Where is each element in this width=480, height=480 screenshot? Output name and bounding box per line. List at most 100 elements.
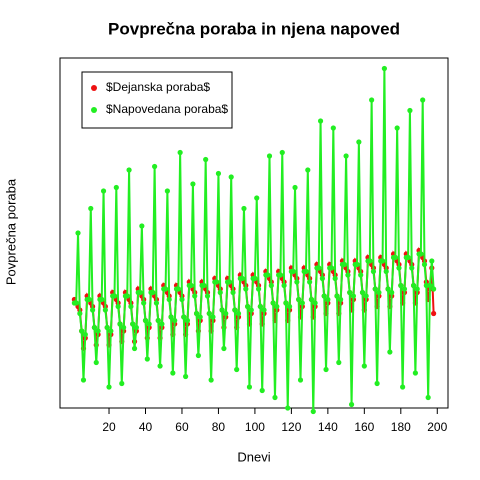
data-point — [407, 107, 413, 114]
data-point — [183, 373, 189, 380]
data-point — [401, 286, 408, 292]
data-point — [100, 188, 107, 194]
data-point — [427, 282, 433, 289]
data-point — [221, 345, 227, 352]
data-point — [348, 401, 355, 408]
data-point — [162, 286, 169, 292]
data-point — [332, 275, 338, 282]
data-point — [363, 293, 369, 299]
data-point — [347, 289, 353, 296]
data-point — [359, 289, 366, 296]
data-point — [409, 265, 415, 271]
data-point — [266, 153, 273, 159]
data-point — [336, 359, 342, 366]
data-point — [361, 363, 367, 369]
data-point — [226, 279, 232, 285]
legend-box — [81, 71, 233, 129]
data-point — [367, 258, 373, 264]
data-point — [117, 321, 123, 327]
data-point — [308, 296, 315, 303]
data-point — [115, 303, 121, 310]
data-point — [124, 293, 130, 299]
data-point — [137, 289, 143, 296]
data-point — [159, 321, 165, 327]
data-point — [423, 282, 429, 289]
x-tick-label: 80 — [212, 420, 226, 434]
data-point — [126, 167, 132, 173]
data-point — [274, 303, 280, 310]
data-point — [372, 286, 378, 292]
data-point — [223, 310, 229, 317]
x-tick-label: 60 — [175, 420, 189, 434]
data-point — [217, 289, 223, 296]
data-point — [108, 328, 114, 334]
data-point — [321, 293, 327, 299]
x-tick-label: 160 — [354, 420, 374, 434]
x-tick-label: 140 — [318, 420, 338, 434]
legend-marker — [91, 107, 97, 113]
x-tick-label: 100 — [245, 420, 265, 434]
data-point — [328, 265, 335, 271]
data-point — [429, 258, 435, 264]
data-point — [157, 363, 163, 369]
data-point — [294, 279, 300, 285]
data-point — [325, 296, 331, 303]
data-point — [155, 317, 161, 324]
data-point — [343, 153, 349, 159]
data-point — [405, 254, 411, 261]
data-point — [228, 174, 234, 180]
data-point — [77, 310, 83, 317]
data-point — [303, 268, 309, 275]
data-point — [297, 377, 304, 383]
data-point — [283, 300, 289, 306]
data-point — [150, 289, 156, 296]
data-point — [319, 275, 325, 282]
data-point — [265, 272, 271, 278]
data-point — [188, 282, 194, 289]
data-point — [248, 307, 254, 313]
data-point — [410, 282, 417, 289]
data-point — [131, 345, 138, 352]
data-point — [111, 293, 118, 299]
data-point — [86, 296, 92, 303]
data-point — [243, 286, 249, 292]
data-point — [184, 317, 191, 324]
data-point — [379, 258, 386, 264]
data-point — [261, 307, 267, 313]
x-tick-label: 20 — [102, 420, 116, 434]
x-axis-label: Dnevi — [237, 449, 270, 464]
data-point — [119, 380, 125, 387]
data-point — [312, 300, 318, 306]
data-point — [245, 303, 251, 310]
data-point — [206, 310, 212, 317]
data-point — [286, 303, 293, 310]
data-point — [305, 167, 311, 173]
y-axis-label: Povprečna poraba — [3, 178, 18, 285]
data-point — [106, 384, 112, 390]
data-point — [181, 314, 187, 320]
data-point — [358, 272, 364, 278]
data-point — [75, 230, 81, 236]
data-point — [95, 328, 101, 334]
data-point — [279, 149, 285, 156]
data-point — [334, 293, 340, 299]
data-point — [387, 349, 393, 355]
data-point — [255, 286, 262, 292]
data-point — [272, 394, 278, 401]
data-point — [73, 300, 79, 306]
data-point — [90, 307, 96, 313]
data-point — [141, 300, 147, 306]
chart-title: Povprečna poraba in njena napoved — [108, 19, 400, 38]
plot-box — [59, 57, 449, 409]
data-point — [164, 188, 170, 194]
data-point — [431, 286, 437, 292]
data-point — [142, 317, 149, 324]
data-point — [91, 324, 98, 331]
data-point — [82, 331, 88, 338]
data-point — [254, 195, 260, 201]
data-point — [431, 310, 437, 317]
data-point — [398, 282, 404, 289]
data-point — [208, 377, 214, 383]
data-point — [203, 156, 209, 163]
